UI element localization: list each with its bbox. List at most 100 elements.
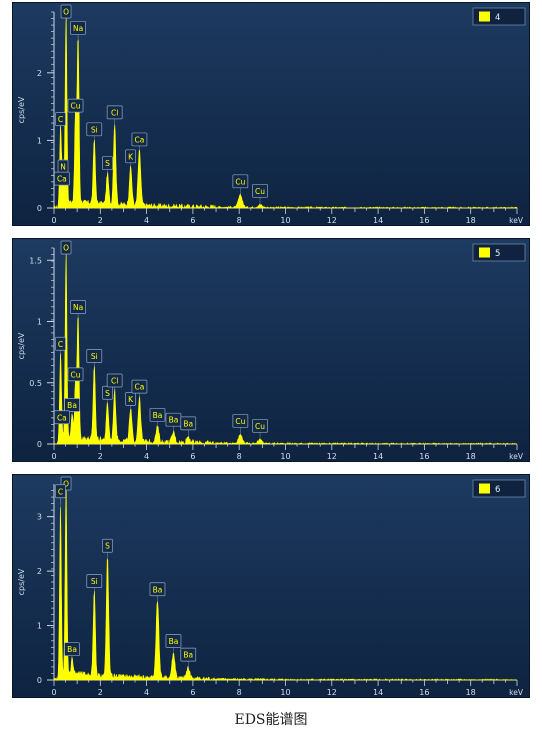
x-tick-label: 4 bbox=[144, 452, 149, 461]
x-tick-label: 12 bbox=[327, 216, 337, 225]
x-axis-label: keV bbox=[509, 688, 524, 697]
peak-label-cu: Cu bbox=[67, 98, 84, 121]
svg-text:Ba: Ba bbox=[183, 419, 193, 428]
spectrum-panel-6: 0 1 2 3 cps/eV 0 2 4 6 8 10 12 14 16 18 keV O C Ba S Si Ba Ba B… bbox=[12, 474, 530, 698]
y-axis-label: cps/eV bbox=[17, 96, 26, 123]
peak-label-na: Na bbox=[70, 300, 86, 322]
peak-label-si: Si bbox=[86, 122, 103, 144]
svg-text:K: K bbox=[128, 395, 134, 404]
peak-label-ba: Ba bbox=[180, 647, 197, 670]
svg-text:S: S bbox=[105, 389, 110, 398]
legend: 6 bbox=[472, 479, 526, 498]
x-tick-label: 0 bbox=[51, 216, 56, 225]
peak-label-ba: Ba bbox=[64, 642, 80, 664]
legend: 5 bbox=[472, 243, 526, 262]
peak-label-si: Si bbox=[86, 574, 103, 596]
legend-swatch bbox=[479, 11, 490, 22]
y-tick-label: 3 bbox=[37, 513, 42, 522]
peak-label-na: Na bbox=[70, 21, 86, 43]
svg-text:Si: Si bbox=[91, 125, 98, 134]
panel-border bbox=[12, 238, 530, 462]
y-axis-label: cps/eV bbox=[17, 332, 26, 359]
y-tick-label: 1 bbox=[37, 136, 42, 145]
x-tick-label: 14 bbox=[373, 452, 383, 461]
y-axis-label: cps/eV bbox=[17, 568, 26, 595]
x-tick-label: 10 bbox=[280, 216, 290, 225]
svg-text:O: O bbox=[63, 480, 69, 489]
svg-text:C: C bbox=[58, 340, 63, 349]
x-tick-label: 12 bbox=[327, 688, 337, 697]
x-tick-label: 14 bbox=[373, 216, 383, 225]
legend-label: 5 bbox=[495, 249, 500, 259]
x-tick-label: 6 bbox=[190, 688, 195, 697]
peak-label-c: C bbox=[55, 484, 66, 506]
y-tick-label: 2 bbox=[37, 567, 42, 576]
legend-label: 6 bbox=[495, 485, 500, 495]
x-tick-label: 6 bbox=[190, 216, 195, 225]
svg-text:Cu: Cu bbox=[235, 417, 245, 426]
svg-text:C: C bbox=[58, 115, 63, 124]
peak-label-k: K bbox=[125, 392, 136, 414]
peak-label-ba: Ba bbox=[165, 634, 182, 656]
x-tick-label: 2 bbox=[98, 688, 103, 697]
x-tick-label: 0 bbox=[51, 452, 56, 461]
svg-text:N: N bbox=[60, 162, 66, 171]
x-tick-label: 18 bbox=[466, 688, 476, 697]
svg-text:Cu: Cu bbox=[255, 187, 265, 196]
legend-swatch bbox=[479, 247, 490, 258]
svg-text:Ca: Ca bbox=[57, 413, 67, 422]
x-tick-label: 16 bbox=[419, 688, 429, 697]
svg-text:Ca: Ca bbox=[57, 175, 67, 184]
x-tick-label: 6 bbox=[190, 452, 195, 461]
y-tick-label: 1 bbox=[37, 318, 42, 327]
spectrum-panel-4: 0 1 2 cps/eV 0 2 4 6 8 10 12 14 16 18 keV O Na Cu C N Ca Si S C… bbox=[12, 2, 530, 226]
peak-label-cl: Cl bbox=[106, 373, 123, 395]
peak-label-cu: Cu bbox=[67, 367, 84, 389]
y-tick-label: 0 bbox=[37, 204, 42, 213]
svg-text:Ca: Ca bbox=[135, 135, 145, 144]
peak-label-o: O bbox=[60, 240, 72, 255]
y-tick-label: 0 bbox=[37, 440, 42, 449]
x-tick-label: 2 bbox=[98, 216, 103, 225]
svg-text:Ba: Ba bbox=[169, 637, 179, 646]
y-tick-label: 0 bbox=[37, 676, 42, 685]
peak-label-k: K bbox=[125, 149, 136, 171]
svg-text:Cu: Cu bbox=[71, 370, 81, 379]
svg-text:K: K bbox=[128, 152, 134, 161]
y-tick-label: 1 bbox=[37, 622, 42, 631]
svg-text:Ba: Ba bbox=[153, 411, 163, 420]
legend-label: 4 bbox=[495, 13, 500, 23]
x-tick-label: 18 bbox=[466, 452, 476, 461]
peak-label-c: C bbox=[55, 112, 66, 134]
svg-text:Cu: Cu bbox=[71, 102, 81, 111]
x-tick-label: 12 bbox=[327, 452, 337, 461]
svg-text:C: C bbox=[58, 487, 63, 496]
x-tick-label: 18 bbox=[466, 216, 476, 225]
x-tick-label: 14 bbox=[373, 688, 383, 697]
x-tick-label: 16 bbox=[419, 216, 429, 225]
svg-text:Na: Na bbox=[73, 303, 83, 312]
x-tick-label: 8 bbox=[237, 688, 242, 697]
svg-text:O: O bbox=[63, 244, 69, 253]
svg-text:S: S bbox=[105, 159, 110, 168]
x-tick-label: 16 bbox=[419, 452, 429, 461]
peak-label-cu: Cu bbox=[232, 174, 249, 196]
peak-label-cl: Cl bbox=[106, 105, 123, 127]
y-tick-label: 2 bbox=[37, 69, 42, 78]
spectrum-panel-5: 0 0.5 1 1.5 cps/eV 0 2 4 6 8 10 12 14 16 18 keV O Na C Cu Ba… bbox=[12, 238, 530, 462]
svg-text:Cl: Cl bbox=[111, 377, 118, 386]
panel-border bbox=[12, 474, 530, 698]
plot-background bbox=[12, 2, 530, 226]
x-tick-label: 0 bbox=[51, 688, 56, 697]
peak-label-s: S bbox=[102, 385, 113, 408]
svg-text:Si: Si bbox=[91, 352, 98, 361]
peak-label-ca: Ca bbox=[131, 379, 148, 402]
spectrum-series bbox=[53, 11, 518, 210]
svg-text:Si: Si bbox=[91, 577, 98, 586]
peak-label-ca: Ca bbox=[54, 171, 70, 194]
spectrum-chart-5: 0 0.5 1 1.5 cps/eV 0 2 4 6 8 10 12 14 16 18 keV O Na C Cu Ba… bbox=[12, 238, 530, 462]
svg-text:O: O bbox=[63, 8, 69, 17]
spectrum-series bbox=[53, 484, 517, 682]
